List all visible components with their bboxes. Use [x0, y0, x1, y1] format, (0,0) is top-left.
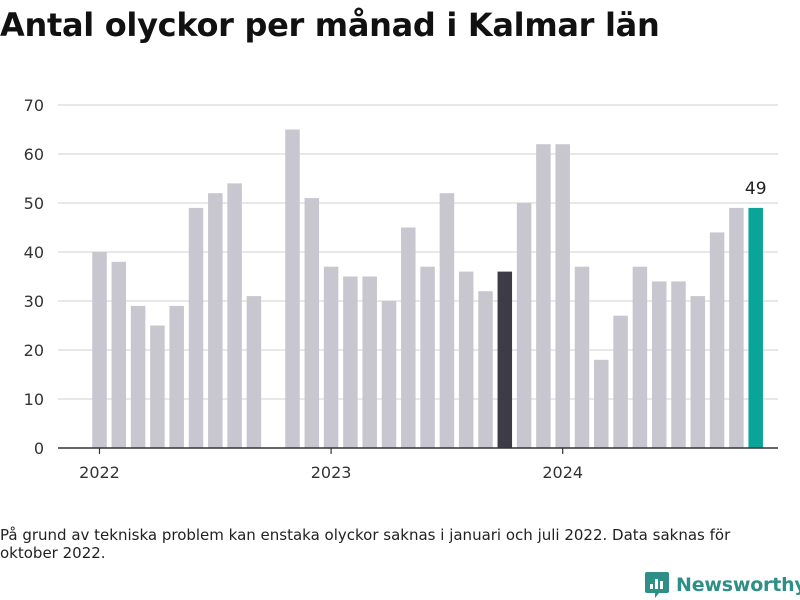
- bar-2022-12: [304, 198, 320, 448]
- bar-2023-01: [323, 266, 339, 448]
- bar-2022-01: [92, 252, 107, 448]
- bar-2023-04: [381, 301, 397, 448]
- bar-2024-07: [671, 281, 686, 448]
- bar-2022-02: [111, 261, 127, 448]
- bar-2024-10: [729, 207, 744, 448]
- bar-2024-09: [709, 232, 725, 448]
- bar-2022-09: [246, 296, 262, 448]
- x-tick-label: 2023: [311, 463, 352, 482]
- bar-2022-06: [188, 207, 204, 448]
- bar-chart: 0 10 20 30 40 50 60 70 2022 2023 2024 49: [24, 96, 778, 482]
- gridlines: [58, 104, 778, 400]
- x-tick-label: 2022: [79, 463, 120, 482]
- bar-2024-05: [632, 266, 648, 448]
- y-tick-label: 30: [24, 292, 44, 311]
- y-tick-label: 20: [24, 341, 44, 360]
- brand-name: Newsworthy: [676, 574, 800, 596]
- y-tick-label: 0: [34, 439, 44, 458]
- y-tick-label: 50: [24, 194, 44, 213]
- x-axis-ticks: 2022 2023 2024: [79, 448, 583, 482]
- bar-2023-02: [343, 276, 358, 448]
- bar-2024-08: [690, 296, 706, 448]
- bar-2023-09: [478, 291, 493, 448]
- bar-2023-12: [536, 144, 551, 448]
- bar-2022-11: [285, 129, 300, 448]
- y-tick-label: 60: [24, 145, 44, 164]
- x-tick-label: 2024: [542, 463, 583, 482]
- data-labels: 49: [745, 179, 767, 199]
- bars: [58, 129, 778, 449]
- bar-2023-07: [439, 193, 455, 448]
- bar-2023-11: [516, 203, 532, 448]
- bar-2023-08: [458, 271, 474, 448]
- bar-2024-03: [594, 359, 609, 448]
- bar-2022-08: [227, 183, 242, 448]
- bar-2024-01: [555, 144, 570, 448]
- bar-2024-11: [748, 207, 763, 448]
- bar-2022-07: [208, 193, 223, 448]
- y-tick-label: 70: [24, 96, 44, 115]
- data-label-latest: 49: [745, 179, 767, 199]
- bar-2023-10: [497, 271, 513, 448]
- y-tick-label: 10: [24, 390, 44, 409]
- brand-logo[interactable]: Newsworthy: [644, 570, 800, 600]
- bar-2023-03: [362, 276, 377, 448]
- y-axis-ticks: 0 10 20 30 40 50 60 70: [24, 96, 44, 458]
- bar-2024-06: [651, 281, 667, 448]
- newsworthy-logo-icon: [645, 572, 669, 598]
- bar-2023-05: [401, 227, 416, 448]
- footnote: På grund av tekniska problem kan enstaka…: [0, 526, 731, 562]
- bar-2024-02: [574, 266, 590, 448]
- y-tick-label: 40: [24, 243, 44, 262]
- bar-2022-04: [150, 325, 165, 448]
- bar-2022-05: [169, 305, 184, 448]
- bar-2023-06: [420, 266, 435, 448]
- bar-2022-03: [130, 305, 146, 448]
- chart-title: Antal olyckor per månad i Kalmar län: [0, 6, 660, 44]
- bar-2024-04: [613, 315, 628, 448]
